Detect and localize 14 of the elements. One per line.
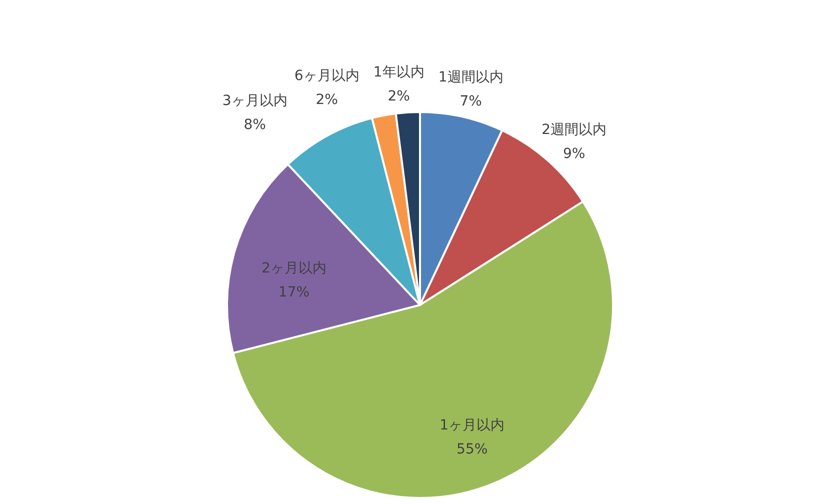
- slice-label: 1年以内: [373, 64, 424, 80]
- slice-label: 1ヶ月以内: [440, 417, 505, 434]
- slice-label: 2ヶ月以内: [262, 260, 326, 276]
- slice-label: 3ヶ月以内: [222, 92, 288, 109]
- slice-label: 1週間以内: [438, 70, 504, 86]
- data-label: 8%: [244, 116, 266, 133]
- data-label: 9%: [562, 146, 586, 162]
- data-label: 55%: [456, 441, 488, 458]
- data-label: 17%: [278, 284, 310, 300]
- data-label: 2%: [316, 92, 338, 108]
- slice-label: 6ヶ月以内: [294, 68, 360, 84]
- slice-label: 2週間以内: [542, 122, 607, 138]
- data-label: 2%: [388, 88, 410, 104]
- data-label: 7%: [460, 94, 482, 110]
